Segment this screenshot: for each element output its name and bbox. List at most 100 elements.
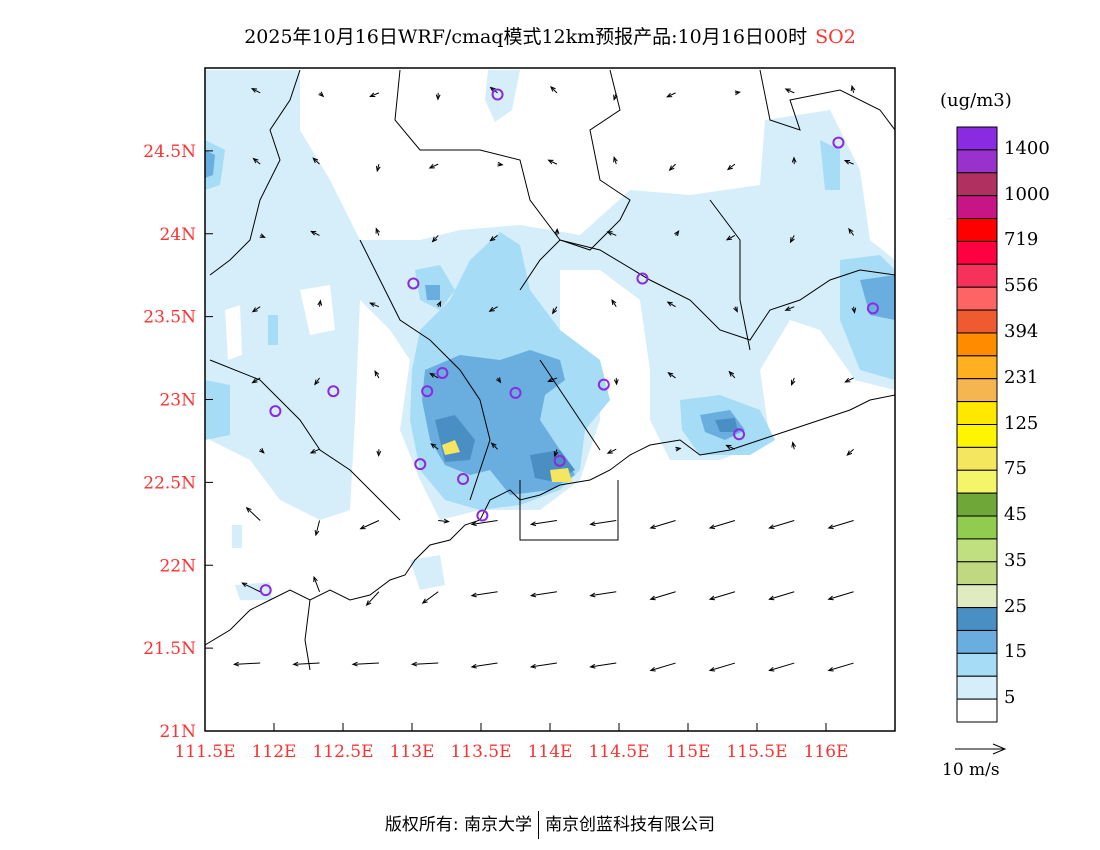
station-marker [269,405,282,418]
wind-arrow [310,230,320,236]
wind-arrow [550,85,558,94]
wind-arrow [791,156,797,165]
wind-arrow [250,88,261,94]
wind-arrow [827,520,854,530]
wind-arrow [375,227,381,236]
contour-75 [442,440,460,455]
wind-arrow [252,157,261,165]
wind-arrow [726,163,736,171]
wind-arrow [553,449,559,458]
wind-arrow [589,662,617,669]
station-marker [491,88,504,101]
footer-left: 版权所有: 南京大学 [384,815,533,835]
wind-arrow [843,160,854,165]
wind-arrow [431,235,439,243]
wind-arrow [314,520,321,537]
colorbar-label: 1000 [1004,183,1050,205]
colorbar-swatch [956,126,998,151]
y-tick-label: 24.5N [143,142,196,162]
colorbar-label: 75 [1004,458,1027,480]
colorbar-label: 45 [1004,504,1027,526]
contour-20 [205,150,215,178]
colorbar-label: 35 [1004,549,1027,571]
colorbar-swatch [956,538,998,563]
wind-arrow [529,520,557,527]
divider [538,811,540,839]
colorbar-label: 556 [1004,275,1039,297]
wind-reference-label: 10 m/s [942,760,1000,780]
wind-arrow [430,443,439,450]
contour-15 [205,380,230,440]
wind-arrow [375,164,381,173]
colorbar-swatch [956,218,998,242]
wind-arrow [470,591,498,598]
colorbar-swatch [956,149,998,174]
wind-arrow [725,234,736,241]
colorbar-label: 125 [1004,412,1039,434]
wind-arrow [547,377,558,383]
station-marker [421,385,434,398]
wind-arrow [784,306,795,311]
wind-arrow [488,306,498,312]
station-marker [597,378,610,391]
wind-arrow [554,227,560,236]
wind-arrow [241,582,261,593]
wind-arrow [733,306,738,313]
y-tick-label: 21.5N [143,639,196,659]
colorbar-swatch [956,286,998,311]
colorbar [956,126,998,723]
wind-arrow [436,300,442,307]
wind-arrow [649,520,676,530]
wind-arrow [649,591,676,601]
colorbar-swatch [956,652,998,677]
colorbar-label: 1400 [1004,137,1050,159]
wind-arrow [790,377,796,386]
station-marker [832,136,845,149]
concentration-contours [205,70,895,600]
wind-arrow [251,377,261,384]
wind-arrow [551,306,558,315]
wind-arrow [844,377,854,383]
y-tick-label: 23.5N [143,308,196,328]
species-label: SO2 [815,26,856,48]
wind-arrow [421,591,439,604]
wind-arrow [734,90,741,96]
wind-arrow [674,230,680,237]
colorbar-swatch [956,195,998,220]
colorbar-swatch [956,401,998,426]
x-tick-label: 111.5E [174,742,235,762]
x-tick-label: 115E [666,742,711,762]
colorbar-label: 394 [1004,320,1039,342]
y-axis-ticks: 21N 21.5N 22N 22.5N 23N 23.5N 24N 24.5N [143,142,213,742]
station-marker [259,584,272,597]
station-marker [407,277,420,290]
wind-arrow [613,377,619,386]
contour-20 [425,285,440,300]
x-tick-label: 113E [390,742,435,762]
wind-arrow [784,88,795,94]
wind-arrow [435,92,441,101]
wind-arrow [428,163,439,169]
wind-arrow [470,662,498,669]
x-tick-label: 112.5E [312,742,373,762]
colorbar-label: 25 [1004,595,1027,617]
wind-arrow [292,661,320,667]
wind-arrow [376,449,382,457]
wind-arrow [496,377,502,384]
wind-arrow [649,662,676,672]
colorbar-swatch [956,172,998,197]
colorbar-swatch [956,607,998,631]
colorbar-label: 5 [1004,687,1016,709]
wind-arrow [438,518,450,524]
wind-arrow [258,447,265,454]
y-tick-label: 23N [159,391,196,411]
wind-arrow [850,84,856,93]
station-marker [636,272,649,285]
colorbar-label: 231 [1004,366,1039,388]
wind-arrow [725,444,736,450]
wind-arrow [245,506,261,521]
wind-arrow [789,235,795,244]
contour-5 [410,555,445,590]
y-tick-label: 22.5N [143,473,196,493]
